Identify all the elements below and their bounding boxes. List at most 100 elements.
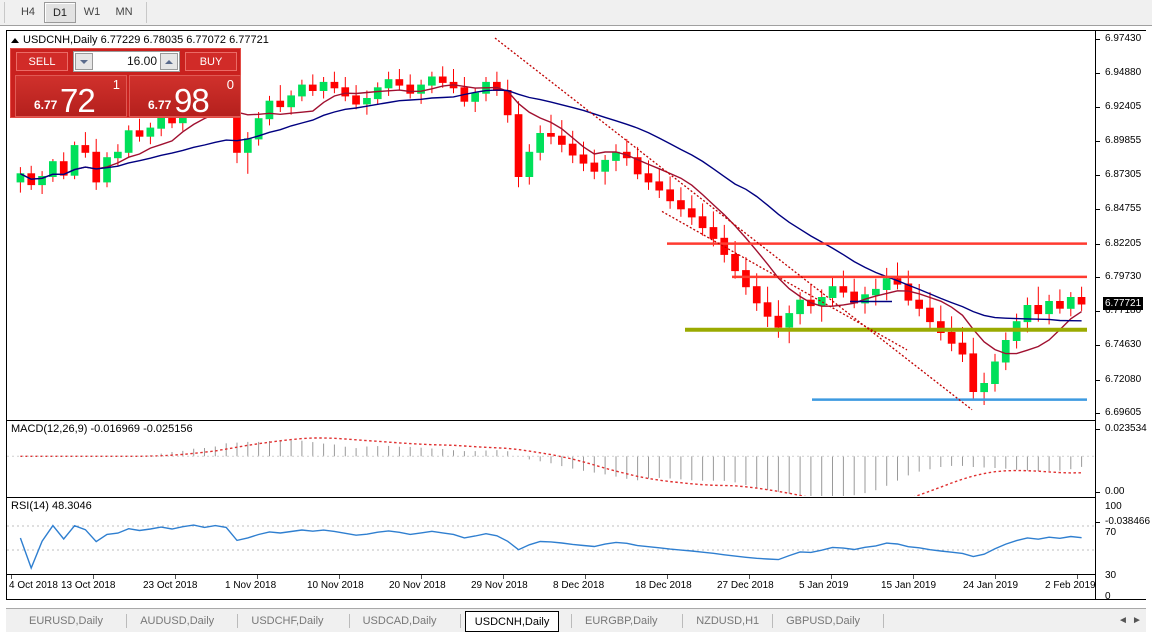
candle-body <box>438 76 447 83</box>
date-tick <box>339 575 340 579</box>
chart-tab-nzdusd[interactable]: NZDUSD,H1 <box>696 615 760 627</box>
candle-body <box>493 81 501 92</box>
chart-tab-usdcad[interactable]: USDCAD,Daily <box>362 615 437 627</box>
price-axis[interactable]: 6.97430 6.94880 6.92405 6.89855 6.87305 6.847… <box>1095 31 1150 602</box>
candle-body <box>373 87 382 100</box>
buy-price-quote[interactable]: 6.77 98 0 <box>129 75 241 119</box>
date-tick <box>749 575 750 579</box>
sell-price-quote[interactable]: 6.77 72 1 <box>15 75 127 119</box>
volume-input[interactable]: 16.00 <box>73 51 180 72</box>
rsi-pane[interactable]: RSI(14) 48.3046 <box>7 497 1095 573</box>
candle-body <box>980 383 988 393</box>
candle-body <box>103 157 111 183</box>
date-tick <box>1077 575 1078 579</box>
candle-body <box>319 81 328 92</box>
candle-body <box>633 157 642 175</box>
date-tick-label: 29 Nov 2018 <box>471 580 528 591</box>
macd-tick <box>1096 522 1100 523</box>
price-tick <box>1096 175 1100 177</box>
price-tick-label: 6.89855 <box>1105 134 1142 146</box>
candle-body <box>687 208 696 218</box>
rsi-tick-label: 0 <box>1105 591 1111 602</box>
timeframe-h4[interactable]: H4 <box>20 6 36 18</box>
candle-body <box>752 286 761 304</box>
timeframe-w1[interactable]: W1 <box>83 6 101 18</box>
date-tick-label: 2 Feb 2019 <box>1045 580 1096 591</box>
candle-body <box>872 288 880 296</box>
buy-button[interactable]: BUY <box>185 52 237 71</box>
date-tick-label: 13 Oct 2018 <box>61 580 116 591</box>
timeframe-d1[interactable]: D1 <box>44 2 76 23</box>
chart-tab-eurusd[interactable]: EURUSD,Daily <box>29 615 103 627</box>
candle-body <box>471 92 479 102</box>
macd-pane[interactable]: MACD(12,26,9) -0.016969 -0.025156 <box>7 420 1095 496</box>
chart-tab-gbpusd[interactable]: GBPUSD,Daily <box>786 615 861 627</box>
candle-body <box>406 84 415 94</box>
timeframe-mn[interactable]: MN <box>115 6 133 18</box>
macd-tick-label: -0.038466 <box>1105 516 1151 527</box>
buy-price-big: 98 <box>174 82 210 119</box>
candle-body <box>330 81 339 89</box>
tabs-scroll-right-button[interactable]: ► <box>1132 615 1142 626</box>
volume-increase-button[interactable] <box>160 53 178 70</box>
price-tick <box>1096 39 1100 40</box>
timeframe-toolbar: H4 D1 W1 MN <box>0 0 1152 26</box>
rsi-chart-svg <box>7 524 1095 570</box>
candle-body <box>1045 301 1053 315</box>
chevron-up-icon <box>165 59 173 64</box>
candle-body <box>395 79 404 86</box>
chevron-down-icon <box>80 59 88 64</box>
candle-body <box>579 154 588 164</box>
downtrend-inner-line[interactable] <box>661 210 908 351</box>
candle-body <box>254 118 263 140</box>
date-tick-label: 4 Oct 2018 <box>9 580 58 591</box>
chart-window: USDCNH,Daily 6.77229 6.78035 6.77072 6.7… <box>6 30 1150 602</box>
date-tick-label: 8 Dec 2018 <box>553 580 605 591</box>
candle-body <box>38 176 46 186</box>
candle-body <box>1023 305 1032 323</box>
date-tick-label: 10 Nov 2018 <box>307 580 364 591</box>
price-tick <box>1096 379 1100 381</box>
downtrend-main-line[interactable] <box>494 37 973 411</box>
sell-button[interactable]: SELL <box>16 52 68 71</box>
date-tick-label: 1 Nov 2018 <box>225 580 277 591</box>
price-tick <box>1096 106 1100 108</box>
tabs-scroll-left-button[interactable]: ◄ <box>1118 615 1128 626</box>
price-chart-svg <box>16 37 1087 411</box>
macd-label: MACD(12,26,9) -0.016969 -0.025156 <box>11 423 193 435</box>
volume-decrease-button[interactable] <box>75 53 93 70</box>
date-tick <box>585 575 586 579</box>
date-tick-label: 23 Oct 2018 <box>143 580 198 591</box>
collapse-triangle-icon[interactable] <box>11 37 19 43</box>
price-tick-label: 6.87305 <box>1105 169 1142 181</box>
volume-value[interactable]: 16.00 <box>126 54 157 68</box>
candle-body <box>308 84 317 91</box>
price-tick <box>1096 140 1100 142</box>
chart-tab-audusd[interactable]: AUDUSD,Daily <box>140 615 215 627</box>
candle-body <box>568 143 577 156</box>
candle-body <box>124 130 133 153</box>
one-click-trade-panel[interactable]: SELL 16.00 BUY 6.77 72 1 6.77 <box>10 48 241 119</box>
candle-body <box>276 100 285 108</box>
current-price-label: 6.77721 <box>1103 296 1144 310</box>
rsi-tick-label: 100 <box>1105 501 1122 512</box>
chart-header-text: USDCNH,Daily 6.77229 6.78035 6.77072 6.7… <box>23 34 269 46</box>
chart-tab-eurgbp[interactable]: EURGBP,Daily <box>585 615 658 627</box>
candle-body <box>774 315 783 328</box>
candle-body <box>677 200 685 210</box>
candle-body <box>363 98 371 105</box>
moving-average-slow <box>20 89 1082 322</box>
macd-tick-label: 0.00 <box>1105 486 1125 497</box>
tab-separator <box>459 614 461 628</box>
chart-tab-usdchf[interactable]: USDCHF,Daily <box>251 615 324 627</box>
price-tick <box>1096 209 1100 211</box>
candle-body <box>114 151 122 159</box>
candle-body <box>244 138 252 153</box>
buy-price-fraction: 0 <box>226 77 234 92</box>
candle-body <box>298 84 306 97</box>
chart-tab-usdcnh[interactable]: USDCNH,Daily <box>464 611 560 632</box>
price-pane[interactable]: USDCNH,Daily 6.77229 6.78035 6.77072 6.7… <box>7 31 1095 419</box>
candle-body <box>644 173 653 183</box>
candle-body <box>698 216 707 229</box>
candle-body <box>146 127 155 137</box>
